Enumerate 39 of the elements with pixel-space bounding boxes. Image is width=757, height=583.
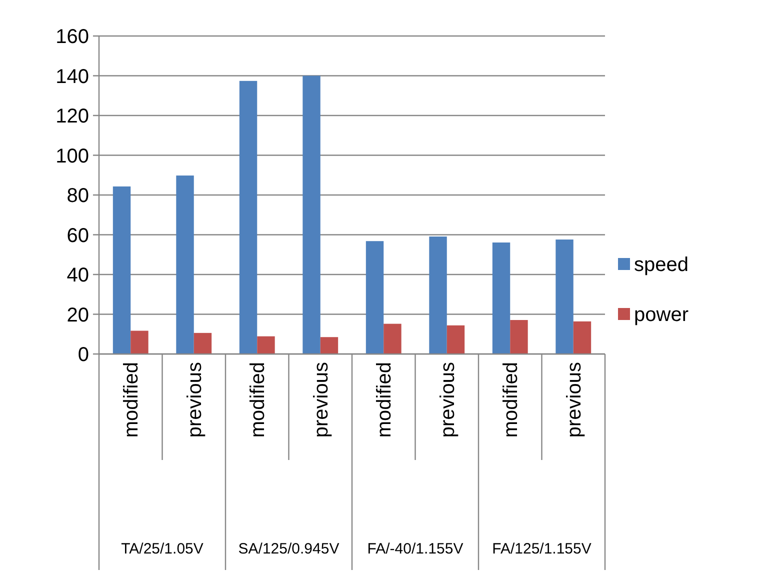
y-tick-label: 120: [56, 106, 89, 128]
text: TA/25/1.05V: [121, 540, 204, 558]
bar: [302, 76, 320, 354]
bar: [239, 80, 258, 354]
text: FA/-40/1.155V: [367, 540, 464, 558]
x-tick-label: previous: [310, 362, 332, 438]
y-tick-label: 60: [66, 224, 89, 247]
bar: [194, 332, 212, 354]
text: FA/125/1.155V: [492, 540, 592, 558]
x-tick-label: modified: [374, 362, 396, 438]
bar: [320, 337, 338, 354]
y-tick-label: 0: [78, 344, 89, 366]
legend-label: power: [634, 304, 689, 326]
bar: [446, 325, 465, 354]
y-tick-label: 160: [56, 26, 89, 48]
bar: [130, 330, 148, 354]
x-tick-label: modified: [120, 362, 143, 438]
bar: [112, 186, 131, 354]
bar: [384, 324, 402, 354]
bar: [492, 242, 510, 354]
bar: [510, 320, 528, 354]
x-tick-label: modified: [500, 362, 522, 438]
x-tick-label: modified: [247, 362, 270, 438]
bar: [429, 236, 447, 354]
x-tick-label: previous: [436, 362, 459, 438]
y-tick-label: 80: [66, 185, 89, 207]
x-tick-label: previous: [563, 362, 586, 438]
x-tick-label: previous: [184, 362, 206, 438]
bar: [573, 321, 592, 354]
legend-label: speed: [634, 254, 688, 276]
bar: [176, 176, 194, 354]
bar: [556, 240, 574, 354]
y-tick-label: 140: [56, 66, 89, 88]
y-tick-label: 100: [56, 145, 89, 168]
y-tick-label: 40: [66, 264, 89, 286]
text: SA/125/0.945V: [238, 540, 340, 558]
y-tick-label: 20: [66, 304, 89, 326]
bar: [366, 241, 384, 354]
bar: [257, 336, 275, 354]
